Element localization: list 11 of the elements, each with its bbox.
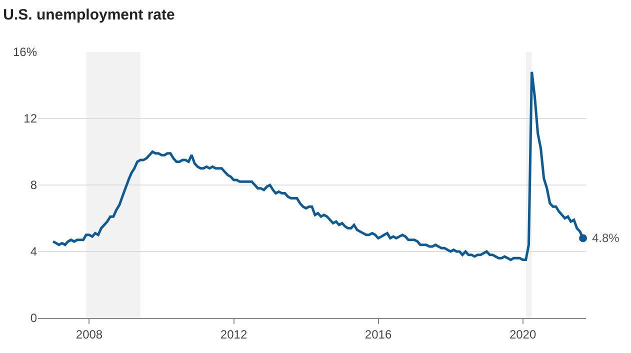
y-tick-label: 8 — [30, 178, 38, 192]
x-tick-label: 2020 — [509, 327, 536, 342]
y-tick-label: 4 — [30, 244, 38, 259]
annotation: 4.8% — [592, 231, 620, 245]
x-tick-label: 2012 — [220, 327, 248, 342]
y-tick-label: 0 — [30, 311, 38, 326]
y-tick-label: 12 — [24, 112, 38, 126]
x-tick-label: 2016 — [364, 327, 392, 342]
chart-title: U.S. unemployment rate — [3, 6, 175, 24]
y-tick-label: 16% — [12, 45, 38, 60]
x-tick-label: 2008 — [76, 327, 103, 342]
